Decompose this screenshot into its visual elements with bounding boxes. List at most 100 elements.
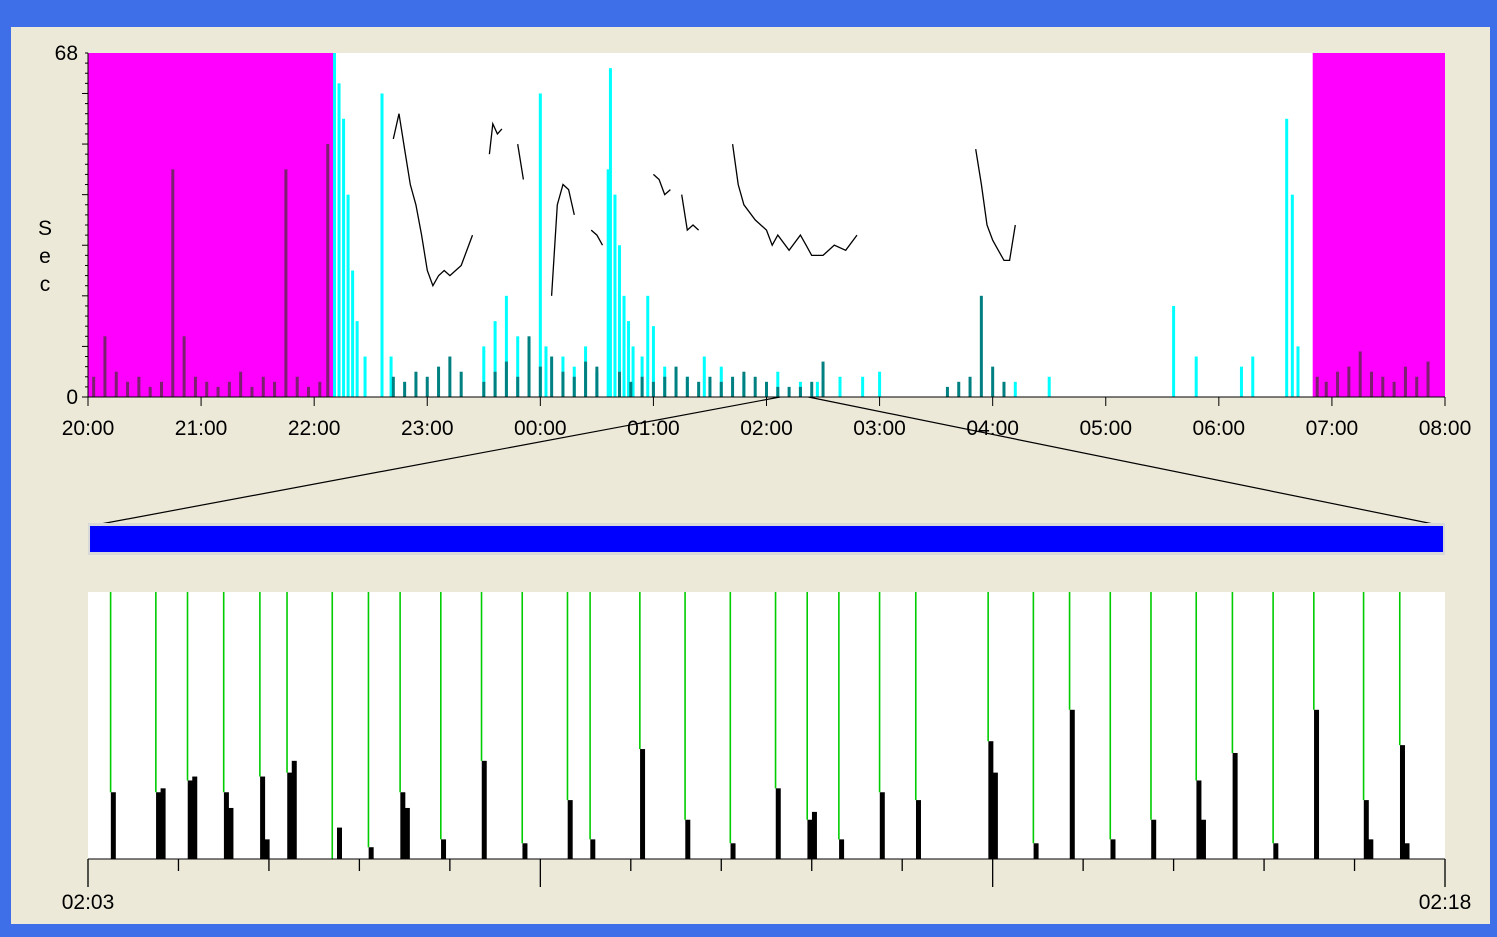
- detail-bar: [260, 776, 266, 859]
- teal-bars-bar: [527, 336, 531, 397]
- detail-bar: [481, 760, 487, 859]
- zoom-bar[interactable]: [90, 526, 1443, 552]
- cyan-bars-bar: [776, 371, 780, 397]
- cyan-bars-bar: [651, 326, 655, 397]
- zoom-connector-left: [89, 396, 781, 527]
- teal-bars-bar: [391, 376, 395, 397]
- teal-bars-bar: [504, 361, 508, 397]
- detail-bar: [110, 792, 116, 859]
- detail-bar: [1363, 800, 1369, 859]
- detail-bar: [522, 843, 528, 859]
- cyan-bars-bar: [351, 270, 355, 397]
- teal-bars-bar: [482, 381, 486, 397]
- teal-bars-bar: [640, 376, 644, 397]
- teal-bars-bar: [979, 295, 983, 397]
- detail-end-label: 02:18: [1419, 891, 1472, 914]
- cyan-bars-bar: [1285, 118, 1289, 397]
- teal-bars-bar: [787, 386, 791, 397]
- detail-bar: [640, 749, 646, 859]
- excluded-bars-bar: [103, 336, 107, 397]
- teal-bars-bar: [493, 371, 497, 397]
- trace-line-segment: [550, 183, 575, 296]
- excluded-bars-bar: [148, 386, 152, 397]
- teal-bars-bar: [425, 376, 429, 397]
- teal-bars-bar: [945, 386, 949, 397]
- cyan-bars-bar: [861, 376, 865, 397]
- excluded-bars-bar: [318, 381, 322, 397]
- teal-bars-bar: [776, 386, 780, 397]
- trace-line-segment: [488, 121, 503, 155]
- trace-line-segment: [517, 143, 525, 180]
- excluded-bars-bar: [227, 381, 231, 397]
- cyan-bars-bar: [1047, 376, 1051, 397]
- trace-line-segment: [731, 144, 858, 257]
- detail-bar: [775, 788, 781, 859]
- teal-bars-bar: [448, 356, 452, 397]
- cyan-bars-bar: [355, 321, 359, 397]
- excluded-bars-bar: [182, 336, 186, 397]
- detail-bar: [1314, 709, 1320, 859]
- teal-bars-bar: [595, 366, 599, 397]
- teal-bars-bar: [798, 386, 802, 397]
- detail-plot-area: [88, 592, 1445, 859]
- cyan-bars-bar: [380, 93, 384, 398]
- detail-bar: [1368, 839, 1374, 859]
- detail-bar: [1151, 819, 1157, 859]
- teal-bars-bar: [538, 366, 542, 397]
- excluded-bars-bar: [1426, 361, 1430, 397]
- detail-bar: [567, 800, 573, 859]
- cyan-bars-bar: [544, 346, 548, 397]
- detail-bar: [223, 792, 229, 859]
- cyan-bars-bar: [617, 245, 621, 397]
- detail-bar: [160, 788, 166, 859]
- cyan-bars-bar: [878, 371, 882, 397]
- detail-bar: [730, 843, 736, 859]
- cyan-bars-bar: [838, 376, 842, 397]
- x-tick-label: 06:00: [1193, 417, 1246, 440]
- excluded-bars-bar: [1315, 376, 1319, 397]
- teal-bars-bar: [617, 371, 621, 397]
- teal-bars-bar: [663, 376, 667, 397]
- teal-bars-bar: [821, 361, 825, 397]
- teal-bars-bar: [697, 381, 701, 397]
- teal-bars-bar: [765, 381, 768, 397]
- cyan-bars-bar: [815, 381, 819, 397]
- cyan-bars-bar: [622, 295, 626, 397]
- detail-bar: [811, 811, 817, 859]
- cyan-bars-bar: [504, 295, 508, 397]
- detail-bar: [1110, 839, 1116, 859]
- x-tick-label: 20:00: [62, 417, 115, 440]
- detail-chart: 02:03 02:18: [62, 592, 1472, 914]
- x-tick-label: 02:00: [740, 417, 793, 440]
- trace-line-segment: [652, 173, 671, 196]
- cyan-bars-bar: [1194, 356, 1198, 397]
- zoom-connector-right: [808, 396, 1444, 527]
- x-tick-label: 04:00: [966, 417, 1019, 440]
- teal-bars-bar: [550, 356, 554, 397]
- teal-bars-bar: [731, 376, 735, 397]
- x-tick-label: 00:00: [514, 417, 567, 440]
- detail-bar: [1200, 819, 1206, 859]
- cyan-bars-bar: [631, 346, 635, 397]
- excluded-region-1: [1312, 53, 1445, 397]
- cyan-bars-bar: [516, 336, 520, 397]
- cyan-bars-bar: [389, 356, 393, 397]
- excluded-bars-bar: [239, 371, 243, 397]
- teal-bars-bar: [708, 376, 712, 397]
- zoom-window[interactable]: [88, 396, 1445, 555]
- excluded-bars-bar: [295, 376, 299, 397]
- detail-bar: [879, 792, 885, 859]
- teal-bars-bar: [957, 381, 961, 397]
- x-tick-label: 22:00: [288, 417, 341, 440]
- detail-bar: [287, 772, 293, 859]
- trace-line-segment: [590, 229, 604, 246]
- teal-bars-bar: [572, 376, 576, 397]
- y-axis-label: e: [39, 245, 51, 268]
- excluded-bars-bar: [193, 376, 197, 397]
- excluded-bars-bar: [273, 381, 277, 397]
- detail-bar: [1069, 709, 1075, 859]
- cyan-bars-bar: [1251, 356, 1255, 397]
- detail-bar: [400, 792, 406, 859]
